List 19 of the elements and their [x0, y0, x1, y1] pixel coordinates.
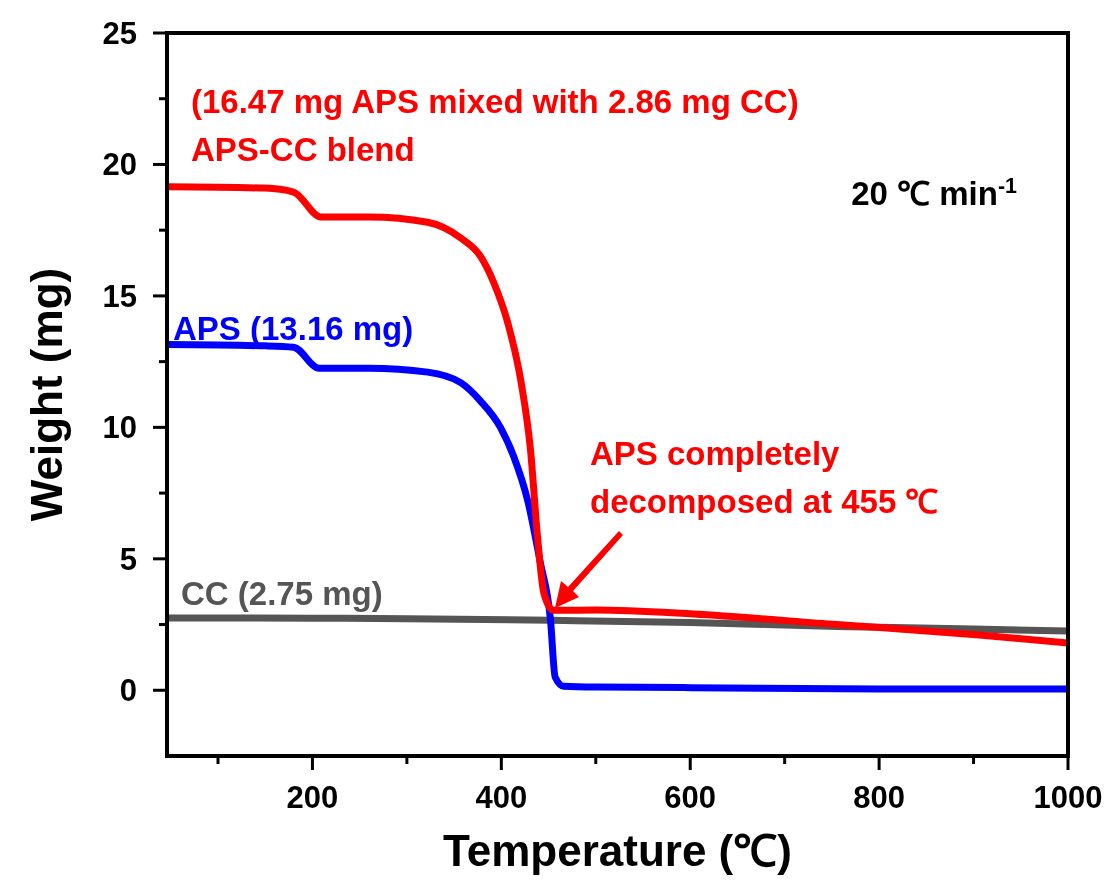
y-tick-label: 10: [102, 410, 137, 446]
x-tick-label: 200: [286, 780, 339, 815]
x-tick-label: 1000: [1033, 780, 1103, 815]
y-tick-label: 0: [119, 673, 137, 709]
series-label: CC (2.75 mg): [181, 575, 383, 612]
x-tick-label: 600: [664, 780, 717, 815]
series-label: APS (13.16 mg): [173, 310, 414, 347]
annotation: (16.47 mg APS mixed with 2.86 mg CC): [191, 83, 799, 120]
y-tick-label: 15: [102, 278, 137, 314]
annotation: APS completely decomposed at 455 ℃: [590, 435, 939, 520]
y-tick-label: 20: [102, 147, 137, 183]
x-axis-title: Temperature (℃): [443, 826, 792, 875]
x-tick-label: 400: [475, 780, 528, 815]
x-tick-label: 800: [853, 780, 905, 815]
annotation: 20 ℃ min$^{-1}$: [851, 174, 1018, 212]
series-label: APS-CC blend: [191, 131, 415, 168]
y-tick-label: 25: [102, 15, 137, 51]
y-tick-label: 5: [119, 541, 137, 577]
y-axis-title: Weight (mg): [22, 267, 71, 522]
